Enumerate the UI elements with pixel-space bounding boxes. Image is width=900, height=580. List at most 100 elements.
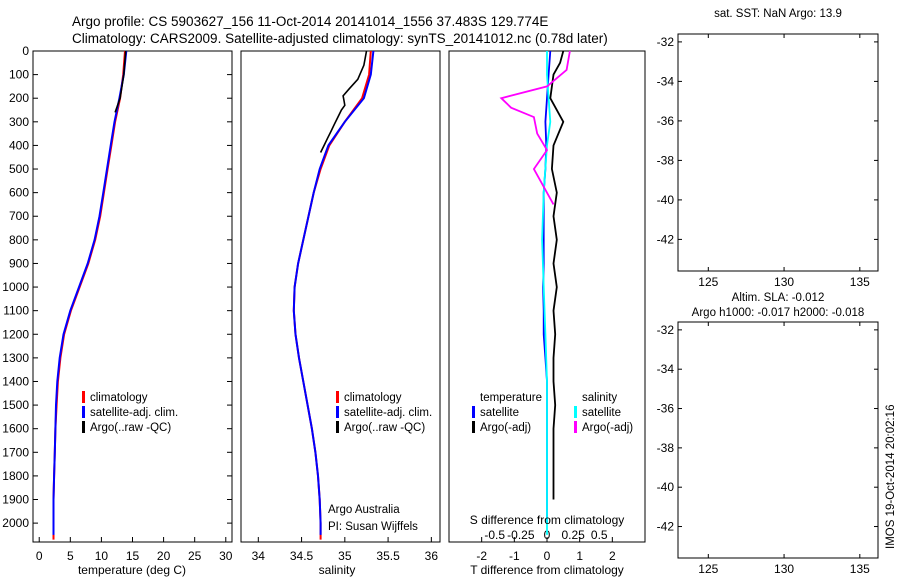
x-tick-label: -1 [509, 549, 520, 563]
series-line-Argo(..raw -QC) [114, 50, 127, 113]
pi-label: PI: Susan Wijffels [328, 521, 418, 533]
map-x-tick-label: 130 [774, 275, 794, 289]
y-tick-label: 0 [22, 44, 29, 58]
legend-swatch-satellite [82, 406, 85, 418]
s-tick-label: 0.5 [591, 528, 608, 542]
x-tick-label: 35.5 [376, 549, 400, 563]
y-tick-label: 2000 [2, 516, 29, 530]
x-tick-label: 2 [609, 549, 616, 563]
sla-map-title: Altim. SLA: -0.012 [732, 292, 825, 304]
map-x-tick-label: 135 [850, 275, 870, 289]
legend-label-climatology: climatology [344, 392, 402, 404]
sst-map-title: sat. SST: NaN Argo: 13.9 [714, 8, 842, 20]
t-difference-axis-label: T difference from climatology [470, 563, 624, 577]
x-tick-label: 36 [425, 549, 439, 563]
y-tick-label: 1400 [2, 374, 29, 388]
salinity-legend: climatology satellite-adj. clim. Argo(..… [336, 391, 432, 434]
map-y-tick-label: -32 [657, 35, 675, 49]
x-tick-label: -2 [476, 549, 487, 563]
y-tick-label: 100 [9, 68, 29, 82]
difference-panel: -2 -1 0 1 2 -0.5 -0.25 0 0.25 0.5 T difference f… [448, 50, 646, 577]
map-y-tick-label: -36 [657, 114, 675, 128]
sla-map-subtitle: Argo h1000: -0.017 h2000: -0.018 [692, 307, 865, 319]
map-y-tick-label: -34 [657, 362, 675, 376]
map-y-tick-label: -38 [657, 153, 675, 167]
s-tick-label: -0.5 [484, 528, 505, 542]
x-tick-label: 10 [95, 549, 109, 563]
legend-label-t-satellite: satellite [480, 407, 519, 419]
salinity-panel: 34 34.5 35 35.5 36 salinity climatology sate… [240, 50, 441, 577]
y-tick-label: 600 [9, 186, 29, 200]
temperature-panel: 0100200300400500600700800900100011001200… [2, 44, 232, 577]
x-tick-label: 25 [188, 549, 202, 563]
map-y-tick-label: -36 [657, 402, 675, 416]
legend-header-salinity: salinity [582, 392, 617, 404]
series-line-satellite-adj. clim. [292, 50, 375, 535]
legend-label-climatology: climatology [90, 392, 148, 404]
legend-label-satellite: satellite-adj. clim. [90, 407, 178, 419]
x-tick-label: 34 [252, 549, 266, 563]
map-y-tick-label: -42 [657, 232, 675, 246]
map-y-tick-label: -42 [657, 520, 675, 534]
y-tick-label: 1800 [2, 469, 29, 483]
x-tick-label: 35 [338, 549, 352, 563]
y-tick-label: 500 [9, 162, 29, 176]
legend-header-temperature: temperature [480, 392, 542, 404]
map-x-tick-label: 125 [698, 275, 718, 289]
y-tick-label: 1500 [2, 398, 29, 412]
x-tick-label: 5 [67, 549, 74, 563]
x-tick-label: 34.5 [290, 549, 314, 563]
imos-credit: IMOS 19-Oct-2014 20:02:16 [885, 405, 897, 549]
temperature-axis-label: temperature (deg C) [78, 563, 186, 577]
salinity-axis-label: salinity [319, 563, 356, 577]
header-line-2: Climatology: CARS2009. Satellite-adjuste… [72, 31, 608, 46]
y-tick-label: 300 [9, 115, 29, 129]
legend-label-s-argo: Argo(-adj) [582, 422, 633, 434]
s-tick-label: -0.25 [507, 528, 535, 542]
difference-line-2 [541, 51, 552, 535]
y-tick-label: 800 [9, 233, 29, 247]
y-tick-label: 1700 [2, 445, 29, 459]
argo-australia-label: Argo Australia [328, 504, 400, 516]
x-tick-label: 20 [157, 549, 171, 563]
y-tick-label: 200 [9, 91, 29, 105]
sla-map-panel: Altim. SLA: -0.012 Argo h1000: -0.017 h2… [657, 292, 879, 576]
y-tick-label: 1100 [3, 304, 29, 318]
y-tick-label: 1300 [2, 351, 29, 365]
x-tick-label: 30 [219, 549, 233, 563]
difference-legend: temperature salinity satellite Argo(-adj… [472, 392, 633, 434]
y-tick-label: 900 [9, 256, 29, 270]
s-tick-label: 0.25 [561, 528, 585, 542]
x-tick-label: 0 [36, 549, 43, 563]
map-y-tick-label: -40 [657, 193, 675, 207]
legend-swatch-s-argo [574, 421, 577, 433]
difference-line-1 [549, 50, 565, 500]
y-tick-label: 700 [9, 209, 29, 223]
x-tick-label: 1 [576, 549, 583, 563]
legend-swatch-climatology [336, 391, 339, 403]
series-line-Argo(..raw -QC) [319, 50, 368, 153]
legend-swatch-s-satellite [574, 406, 577, 418]
map-y-tick-label: -38 [657, 441, 675, 455]
y-tick-label: 1900 [2, 493, 29, 507]
x-tick-label: 0 [544, 549, 551, 563]
map-y-tick-label: -40 [657, 480, 675, 494]
difference-line-3 [499, 50, 571, 205]
map-x-tick-label: 125 [698, 562, 718, 576]
legend-swatch-climatology [82, 391, 85, 403]
legend-label-argo: Argo(..raw -QC) [90, 422, 171, 434]
legend-label-t-argo: Argo(-adj) [480, 422, 531, 434]
map-x-tick-label: 130 [774, 562, 794, 576]
series-line-satellite-adj. clim. [52, 50, 128, 535]
s-difference-axis-label: S difference from climatology [470, 513, 625, 527]
legend-label-satellite: satellite-adj. clim. [344, 407, 432, 419]
y-tick-label: 1200 [2, 327, 29, 341]
y-tick-label: 1000 [2, 280, 29, 294]
legend-label-argo: Argo(..raw -QC) [344, 422, 425, 434]
x-tick-label: 15 [126, 549, 140, 563]
header-line-1: Argo profile: CS 5903627_156 11-Oct-2014… [72, 14, 548, 29]
legend-swatch-argo [82, 421, 85, 433]
map-x-tick-label: 135 [850, 562, 870, 576]
y-tick-label: 400 [9, 138, 29, 152]
